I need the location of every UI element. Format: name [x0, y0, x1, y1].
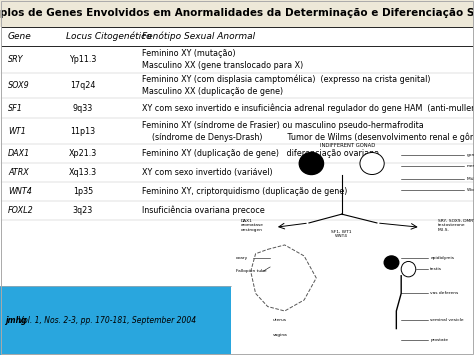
Text: 11p13: 11p13 — [70, 127, 96, 136]
Text: XY com sexo invertido e insuficiência adrenal regulador do gene HAM  (anti-mulle: XY com sexo invertido e insuficiência ad… — [142, 103, 474, 113]
Text: (síndrome de Denys-Drash)          Tumor de Wilms (desenvolvimento renal e gônad: (síndrome de Denys-Drash) Tumor de Wilms… — [142, 132, 474, 142]
Text: Yp11.3: Yp11.3 — [69, 55, 97, 64]
Text: SF1, WT1
WNT4: SF1, WT1 WNT4 — [331, 230, 352, 238]
Text: Müllerian duct: Müllerian duct — [467, 177, 474, 181]
Text: WNT4: WNT4 — [8, 187, 32, 196]
Text: SRY, SOX9, DMRT1
testosterone
M.I.S.: SRY, SOX9, DMRT1 testosterone M.I.S. — [438, 219, 474, 232]
Text: Gene: Gene — [8, 32, 32, 41]
Text: Feminino XY (mutação): Feminino XY (mutação) — [142, 49, 236, 58]
Text: Vol. 1, Nos. 2-3, pp. 170-181, September 2004: Vol. 1, Nos. 2-3, pp. 170-181, September… — [16, 316, 196, 325]
Text: Masculino XX (duplicação de gene): Masculino XX (duplicação de gene) — [142, 87, 283, 96]
Text: testis: testis — [430, 267, 442, 271]
Text: mesonephros: mesonephros — [467, 164, 474, 168]
Ellipse shape — [401, 261, 416, 277]
Text: DAX1: DAX1 — [8, 149, 30, 158]
Text: WT1: WT1 — [8, 127, 26, 136]
Text: Wolffian duct: Wolffian duct — [467, 188, 474, 192]
Text: uterus: uterus — [273, 318, 287, 322]
Text: Masculino XX (gene translocado para X): Masculino XX (gene translocado para X) — [142, 61, 303, 70]
Text: prostate: prostate — [430, 338, 448, 342]
Text: ATRX: ATRX — [8, 168, 29, 177]
Text: Exemplos de Genes Envolvidos em Anormalidades da Determinação e Diferenciação Se: Exemplos de Genes Envolvidos em Anormali… — [0, 8, 474, 18]
Text: Fallopian tube: Fallopian tube — [236, 269, 267, 273]
Ellipse shape — [299, 153, 324, 175]
Text: FOXL2: FOXL2 — [8, 206, 34, 215]
Text: INDIFFERENT GONAD: INDIFFERENT GONAD — [320, 143, 375, 148]
Text: SRY: SRY — [8, 55, 24, 64]
Text: Locus Citogenético: Locus Citogenético — [66, 32, 152, 41]
Text: seminal vesicle: seminal vesicle — [430, 318, 464, 322]
Text: Xp21.3: Xp21.3 — [69, 149, 97, 158]
Text: ovary: ovary — [236, 256, 248, 260]
Text: 1p35: 1p35 — [73, 187, 93, 196]
Bar — [0, 286, 231, 355]
Text: Feminino XY (duplicação de gene)   diferenciação ovariana: Feminino XY (duplicação de gene) diferen… — [142, 149, 379, 158]
Bar — [0, 27, 474, 286]
Text: vagina: vagina — [273, 333, 287, 337]
Ellipse shape — [384, 256, 399, 269]
Bar — [231, 286, 474, 355]
Text: gonad: gonad — [467, 153, 474, 157]
Bar — [0, 0, 474, 27]
Text: Feminino XY (síndrome de Frasier) ou masculino pseudo-hermafrodita: Feminino XY (síndrome de Frasier) ou mas… — [142, 121, 424, 130]
Text: Fenótipo Sexual Anormal: Fenótipo Sexual Anormal — [142, 32, 255, 41]
Text: jmhg: jmhg — [6, 316, 27, 325]
Text: Insuficiência ovariana precoce: Insuficiência ovariana precoce — [142, 206, 265, 215]
Text: 9q33: 9q33 — [73, 104, 93, 113]
Text: SF1: SF1 — [8, 104, 23, 113]
Text: 3q23: 3q23 — [73, 206, 93, 215]
Text: DAX1
aromatase
oestrogen: DAX1 aromatase oestrogen — [241, 219, 264, 232]
Text: SOX9: SOX9 — [8, 81, 30, 90]
Ellipse shape — [360, 153, 384, 175]
Text: 17q24: 17q24 — [70, 81, 96, 90]
Text: Feminino XY (com displasia camptomélica)  (expresso na crista genital): Feminino XY (com displasia camptomélica)… — [142, 75, 431, 84]
Text: vas deferens: vas deferens — [430, 291, 458, 295]
Text: Feminino XY, criptorquidismo (duplicação de gene): Feminino XY, criptorquidismo (duplicação… — [142, 187, 347, 196]
Text: XY com sexo invertido (variável): XY com sexo invertido (variável) — [142, 168, 273, 177]
Text: epididymis: epididymis — [430, 256, 454, 260]
Text: Xq13.3: Xq13.3 — [69, 168, 97, 177]
